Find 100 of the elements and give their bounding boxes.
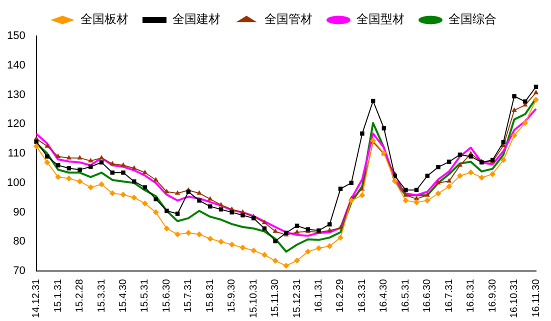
point <box>273 238 278 244</box>
x-tick-label: 16.1.31 <box>314 278 325 312</box>
point <box>338 186 343 191</box>
point <box>328 222 332 226</box>
point <box>110 160 115 166</box>
point <box>88 158 94 162</box>
point <box>164 225 170 232</box>
y-tick-label: 110 <box>8 148 26 160</box>
x-tick-label: 16.9.30 <box>487 278 498 312</box>
point <box>240 244 246 251</box>
y-tick-label: 120 <box>6 118 26 130</box>
point <box>88 184 94 190</box>
x-tick-label: 15.7.31 <box>183 278 194 312</box>
point <box>44 143 50 148</box>
point <box>197 198 202 203</box>
legend-label: 全国管材 <box>264 12 312 26</box>
point <box>326 243 333 250</box>
x-tick-label: 15.10.31 <box>248 278 260 318</box>
point <box>44 159 50 166</box>
point <box>436 164 440 170</box>
point <box>98 154 104 160</box>
point <box>294 229 300 234</box>
point <box>250 248 257 254</box>
point <box>294 224 300 228</box>
point <box>392 178 398 184</box>
point <box>208 204 212 209</box>
point <box>337 234 344 241</box>
x-tick-label: 15.8.31 <box>204 278 216 312</box>
point <box>262 220 268 224</box>
y-tick-label: 130 <box>6 88 26 101</box>
x-tick-label: 15.2.28 <box>74 278 86 312</box>
point <box>348 198 354 204</box>
point <box>446 160 452 164</box>
point <box>414 199 420 206</box>
point <box>446 183 452 190</box>
point <box>261 252 268 258</box>
point <box>174 190 180 195</box>
point <box>512 107 517 112</box>
point <box>55 153 61 158</box>
legend-label: 全国综合 <box>448 12 496 26</box>
point <box>45 154 50 159</box>
point <box>174 231 181 238</box>
point <box>175 212 180 216</box>
point <box>34 140 38 144</box>
point <box>88 164 93 169</box>
point <box>131 194 138 201</box>
point <box>186 190 191 194</box>
x-tick-label: 16.4.30 <box>378 278 390 312</box>
x-tick-label: 15.5.31 <box>140 278 151 312</box>
x-tick-label: 15.11.30 <box>270 278 282 318</box>
point <box>99 160 104 164</box>
point <box>533 90 539 94</box>
point <box>218 202 224 206</box>
x-tick-label: 15.6.30 <box>161 278 172 312</box>
point <box>142 200 148 206</box>
point <box>109 190 116 196</box>
y-tick-label: 70 <box>13 265 26 278</box>
point <box>153 176 158 182</box>
y-tick-label: 80 <box>13 236 26 248</box>
point <box>523 99 528 104</box>
point <box>316 245 322 252</box>
x-tick-label: 15.12.31 <box>292 278 303 318</box>
point <box>55 174 62 180</box>
x-tick-label: 15.3.31 <box>96 278 108 312</box>
x-tick-label: 16.8.31 <box>466 278 477 312</box>
x-tick-label: 14.12.31 <box>31 278 42 318</box>
x-tick-label: 16.3.31 <box>356 278 368 312</box>
x-tick-label: 15.1.31 <box>52 278 64 312</box>
point <box>230 210 234 214</box>
legend-label: 全国型材 <box>356 12 404 26</box>
point <box>304 248 311 255</box>
point <box>218 238 224 245</box>
point <box>327 228 332 232</box>
x-tick-label: 16.7.31 <box>444 278 455 312</box>
point <box>436 180 441 184</box>
point <box>435 190 442 196</box>
point <box>511 132 518 138</box>
point <box>251 216 256 220</box>
point <box>120 162 126 167</box>
point <box>490 171 496 178</box>
point <box>283 262 290 269</box>
x-tick-label: 16.2.29 <box>335 278 346 312</box>
point <box>152 209 159 216</box>
point <box>66 166 72 170</box>
y-tick-label: 150 <box>6 30 26 42</box>
point <box>349 180 354 186</box>
x-tick-label: 16.5.31 <box>400 278 412 312</box>
point <box>522 120 528 126</box>
x-tick-label: 16.10.31 <box>509 278 520 318</box>
point <box>120 192 126 198</box>
point <box>272 228 278 233</box>
point <box>207 236 214 242</box>
legend-label: 全国板材 <box>80 12 128 26</box>
point <box>66 176 72 182</box>
point <box>78 168 82 172</box>
x-tick-label: 15.4.30 <box>118 278 129 312</box>
point <box>228 242 235 248</box>
point <box>164 208 169 213</box>
point <box>240 213 245 218</box>
x-tick-label: 15.9.30 <box>226 278 238 312</box>
